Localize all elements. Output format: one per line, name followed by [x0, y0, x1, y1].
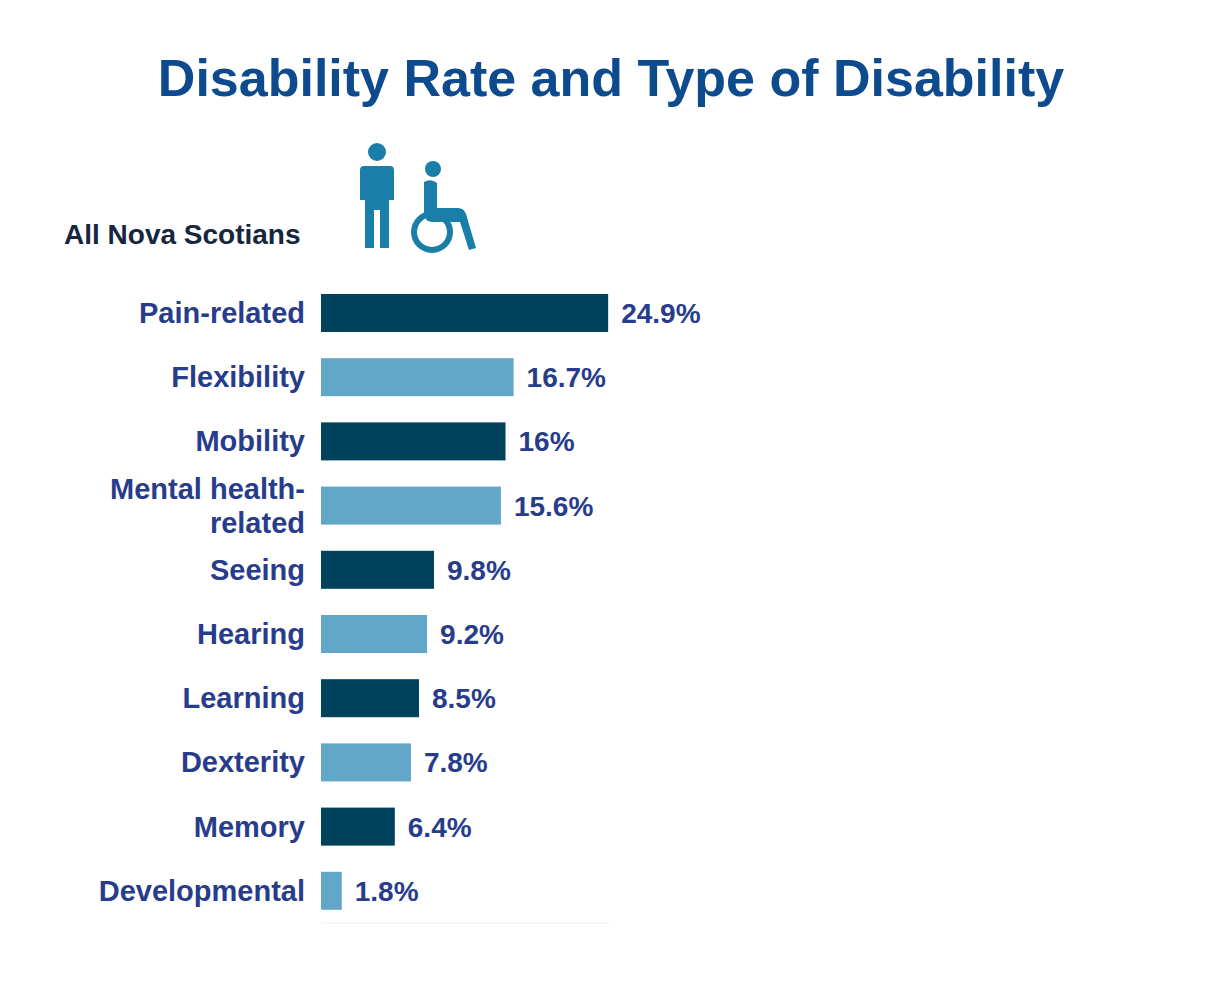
- category-label: Developmental: [99, 875, 305, 907]
- people-icon: [360, 143, 476, 250]
- bars: [321, 294, 608, 910]
- data-label: 1.8%: [355, 876, 419, 907]
- data-label: 16%: [519, 426, 575, 457]
- bar: [321, 615, 427, 653]
- category-label: Hearing: [197, 618, 305, 650]
- data-label: 6.4%: [408, 812, 472, 843]
- bar: [321, 808, 395, 846]
- data-label: 9.2%: [440, 619, 504, 650]
- chart-svg: Disability Rate and Type of Disability Al…: [0, 0, 1223, 996]
- bar: [321, 743, 411, 781]
- bar: [321, 422, 506, 460]
- bar: [321, 679, 419, 717]
- category-label: Flexibility: [171, 361, 305, 393]
- category-label: Mobility: [195, 425, 305, 457]
- category-label: Memory: [194, 811, 305, 843]
- category-label: Pain-related: [139, 297, 305, 329]
- category-label: Mental health-related: [110, 473, 305, 539]
- bar: [321, 358, 514, 396]
- bar: [321, 487, 501, 525]
- subtitle: All Nova Scotians: [64, 219, 301, 250]
- bar: [321, 872, 342, 910]
- category-label: Seeing: [210, 554, 305, 586]
- data-label: 9.8%: [447, 555, 511, 586]
- data-label: 15.6%: [514, 491, 593, 522]
- data-label: 16.7%: [527, 362, 606, 393]
- title: Disability Rate and Type of Disability: [158, 49, 1064, 107]
- data-label: 8.5%: [432, 683, 496, 714]
- category-label: Learning: [183, 682, 305, 714]
- chart-container: Disability Rate and Type of Disability Al…: [0, 0, 1223, 996]
- bar: [321, 294, 608, 332]
- bar: [321, 551, 434, 589]
- category-label: Dexterity: [181, 746, 305, 778]
- data-label: 7.8%: [424, 747, 488, 778]
- data-label: 24.9%: [621, 298, 700, 329]
- x-axis-line: [321, 922, 609, 923]
- labels: Pain-related 24.9% Flexibility 16.7% Mobilit…: [99, 297, 701, 907]
